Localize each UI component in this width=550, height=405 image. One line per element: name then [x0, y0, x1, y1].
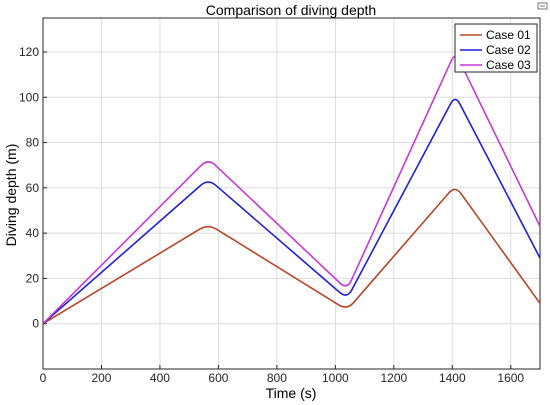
y-tick-label: 20 — [26, 271, 40, 285]
series-line-case-01 — [42, 188, 541, 325]
x-tick-label: 1600 — [497, 371, 524, 385]
legend-label-case-03: Case 03 — [486, 58, 531, 72]
grid-lines — [42, 18, 540, 369]
y-axis-label: Diving depth (m) — [3, 144, 19, 247]
x-tick-label: 200 — [91, 371, 111, 385]
x-axis-ticks: 0 200 400 600 800 1000 1200 1400 1600 — [40, 365, 524, 385]
plot-area-frame — [42, 17, 541, 370]
x-tick-label: 0 — [40, 371, 47, 385]
y-axis-ticks: 0 20 40 60 80 100 120 — [19, 45, 47, 331]
x-axis-label: Time (s) — [266, 385, 317, 401]
y-tick-label: 80 — [26, 136, 40, 150]
y-tick-label: 40 — [26, 226, 40, 240]
x-tick-label: 800 — [267, 371, 287, 385]
y-tick-label: 0 — [32, 317, 39, 331]
series-line-case-02 — [42, 98, 541, 325]
legend-label-case-02: Case 02 — [486, 43, 531, 57]
y-tick-label: 60 — [26, 181, 40, 195]
x-tick-label: 1400 — [439, 371, 466, 385]
legend-box — [454, 23, 538, 73]
chart-title: Comparison of diving depth — [206, 2, 376, 18]
x-tick-label: 400 — [150, 371, 170, 385]
x-tick-label: 1000 — [322, 371, 349, 385]
x-tick-label: 600 — [208, 371, 228, 385]
y-tick-label: 100 — [19, 90, 39, 104]
legend-label-case-01: Case 01 — [486, 28, 531, 42]
y-tick-label: 120 — [19, 45, 39, 59]
axes-toolbar-icon[interactable] — [537, 2, 548, 10]
x-tick-label: 1200 — [380, 371, 407, 385]
